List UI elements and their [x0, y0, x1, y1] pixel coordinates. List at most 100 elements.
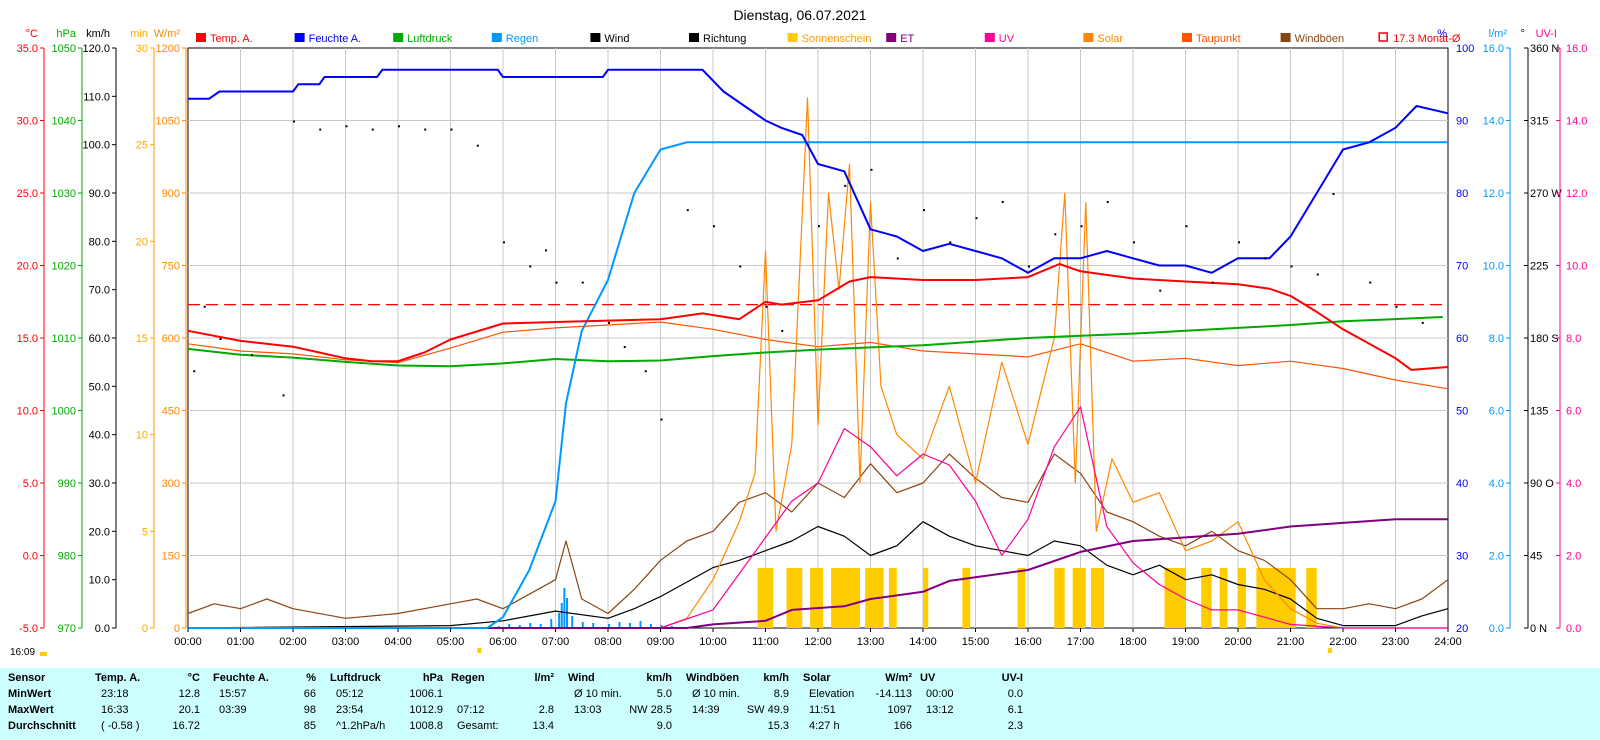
stats-time: 00:00	[926, 688, 954, 700]
wind-direction-dot	[713, 225, 715, 228]
right-axis-tick-label: 14.0	[1483, 116, 1504, 128]
wind-direction-dot	[193, 370, 196, 373]
legend-swatch	[787, 33, 798, 42]
stats-col-unit: %	[306, 672, 316, 684]
wind-direction-dot	[1028, 265, 1030, 268]
stats-sensor-header: Sensor	[8, 672, 46, 684]
sunshine-bar	[810, 568, 824, 628]
stats-value: 13.4	[532, 720, 554, 732]
legend-label: Feuchte A.	[309, 33, 362, 45]
legend-swatch	[1083, 33, 1094, 42]
rain-bar	[550, 619, 553, 628]
wind-direction-dot	[818, 225, 820, 228]
rain-bar	[660, 625, 663, 628]
wind-direction-dot	[660, 418, 663, 421]
left-axis-tick-label: 750	[162, 261, 180, 273]
series-line-temp-a-	[187, 263, 1449, 371]
stats-time: Ø 10 min.	[574, 688, 622, 700]
x-axis-tick-label: 07:00	[542, 636, 570, 648]
wind-direction-dot	[424, 128, 427, 131]
series-line-windb-en	[187, 453, 1449, 619]
left-axis-tick-label: 150	[162, 551, 180, 563]
stats-col-header: Wind	[568, 672, 595, 684]
legend-swatch	[984, 33, 995, 42]
sunshine-bar	[1219, 568, 1228, 628]
left-axis-tick-label: 300	[162, 478, 180, 490]
sunset-marker	[1327, 648, 1332, 653]
sunshine-bar	[962, 568, 971, 628]
stats-direction: SW 49.9	[746, 704, 789, 716]
stats-value: 1006.1	[409, 688, 443, 700]
stats-col-unit: W/m²	[885, 672, 912, 684]
wind-direction-dot	[476, 144, 479, 147]
wind-direction-dot	[1332, 193, 1335, 195]
stats-time: 13:12	[926, 704, 954, 716]
left-axis-tick-label: 35.0	[17, 43, 38, 55]
stats-time: Elevation	[809, 688, 855, 700]
sunshine-bar	[923, 568, 929, 628]
legend-item: 17.3 Monat-Ø	[1378, 32, 1461, 45]
wind-direction-dot	[870, 168, 873, 171]
x-axis-tick-label: 16:00	[1014, 636, 1042, 648]
stats-time: 03:39	[219, 704, 247, 716]
series-line-regen	[188, 141, 1448, 629]
sunshine-bar	[786, 568, 803, 628]
right-axis-tick-label: 8.0	[1566, 333, 1581, 345]
sunshine-bar	[1238, 568, 1246, 628]
wind-direction-dot	[1185, 225, 1188, 228]
stats-col-header: Luftdruck	[330, 672, 381, 684]
wind-direction-dot	[1106, 201, 1109, 204]
legend-label: 17.3 Monat-Ø	[1393, 33, 1461, 45]
right-axis-tick-label: 16.0	[1483, 43, 1504, 55]
wind-direction-dot	[844, 184, 847, 187]
wind-direction-dot	[923, 209, 925, 212]
left-axis-unit: min	[130, 28, 148, 40]
plot-area	[187, 68, 1449, 629]
legend-item: Taupunkt	[1182, 33, 1241, 45]
chart-axes: °C 35.0 30.0 25.0 20.0 15.0 10.0 5.0 0.0 -5.0 hPa 1…	[17, 28, 1588, 635]
right-axis-unit: UV-I	[1536, 28, 1557, 40]
stats-row-label: MinWert	[8, 688, 52, 700]
x-axis-tick-label: 11:00	[752, 636, 779, 648]
left-axis-unit: km/h	[86, 28, 110, 40]
legend-item: UV	[984, 33, 1015, 45]
right-axis-unit: %	[1437, 28, 1447, 40]
x-axis-tick-label: 23:00	[1382, 636, 1410, 648]
wind-direction-dot	[781, 329, 784, 332]
wind-direction-dot	[545, 249, 547, 252]
left-axis-tick-label: 450	[162, 406, 180, 418]
legend-swatch	[1182, 33, 1192, 42]
x-axis-tick-label: 21:00	[1277, 636, 1305, 648]
stats-value: 5.0	[656, 688, 672, 700]
legend-swatch	[886, 33, 897, 42]
stats-col-header: Windböen	[686, 672, 740, 684]
right-axis-tick-label: 6.0	[1489, 406, 1504, 418]
left-axis-tick-label: 5	[142, 526, 148, 538]
x-axis-tick-label: 14:00	[909, 636, 937, 648]
wind-direction-dot	[1133, 241, 1135, 244]
left-axis-tick-label: 100.0	[82, 140, 110, 152]
wind-direction-dot	[1054, 233, 1057, 236]
right-axis-tick-label: 8.0	[1489, 333, 1504, 345]
legend-label: Luftdruck	[407, 33, 453, 45]
left-axis-tick-label: 70.0	[89, 285, 110, 297]
right-axis-unit: °	[1521, 28, 1525, 40]
x-axis-tick-label: 05:00	[437, 636, 465, 648]
stats-time: Ø 10 min.	[692, 688, 740, 700]
sunshine-bar	[1054, 568, 1065, 628]
rain-bar	[529, 623, 532, 628]
x-axis-tick-label: 09:00	[647, 636, 675, 648]
wind-direction-dot	[503, 241, 505, 244]
chart-legend: Temp. A. Feuchte A. Luftdruck Regen Wind Rich…	[196, 32, 1461, 45]
left-axis-tick-label: 110.0	[83, 91, 110, 103]
legend-label: Regen	[506, 33, 538, 45]
right-axis-tick-label: 360 N	[1530, 43, 1559, 55]
right-axis-tick-label: 270 W	[1530, 188, 1562, 200]
right-axis-tick-label: 12.0	[1483, 188, 1504, 200]
left-axis-tick-label: 0.0	[95, 623, 110, 635]
stats-value: 166	[893, 720, 912, 732]
left-axis-tick-label: 10.0	[17, 406, 38, 418]
stats-value: 20.1	[178, 704, 200, 716]
sunshine-bar	[1306, 568, 1317, 628]
stats-time: 05:12	[336, 688, 364, 700]
